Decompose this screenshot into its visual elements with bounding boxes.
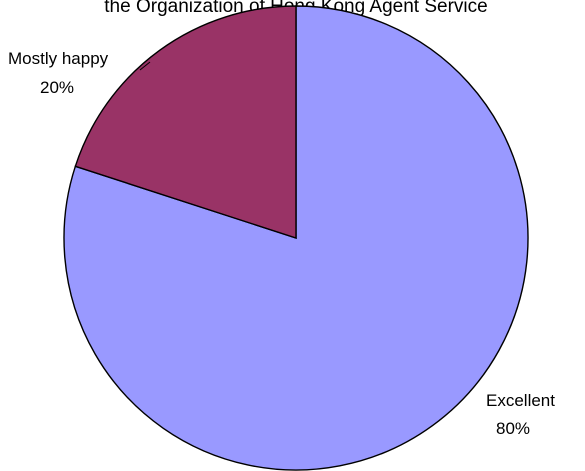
pie-slice-mostly-happy <box>74 5 297 239</box>
slice-label-name-excellent: Excellent <box>486 391 555 410</box>
slice-label-name-mostly-happy: Mostly happy <box>8 49 109 68</box>
slice-label-percent-mostly-happy: 20% <box>40 78 74 97</box>
slice-labels: Excellent 80% Mostly happy 20% <box>8 49 555 438</box>
pie-slices <box>63 5 529 471</box>
slice-label-percent-excellent: 80% <box>496 419 530 438</box>
leader-line-mostly-happy <box>139 61 151 71</box>
